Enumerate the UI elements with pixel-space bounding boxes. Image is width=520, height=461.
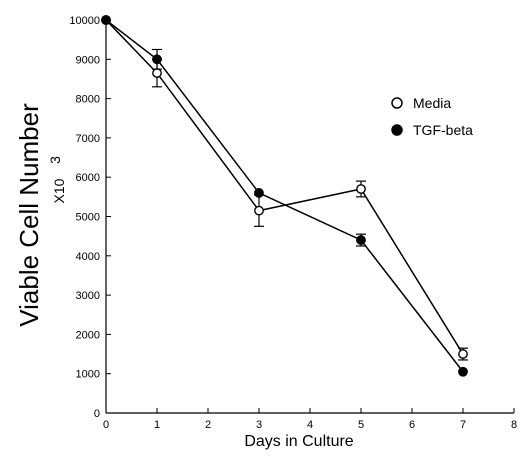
- data-point: [152, 68, 162, 78]
- y-tick-label: 1000: [76, 369, 100, 381]
- x-tick-label: 0: [103, 419, 109, 431]
- y-tick-label: 3000: [76, 290, 100, 302]
- x-axis-ticks: 0 1 2 3 4 5 6 7 8: [103, 408, 517, 431]
- x-axis-title: Days in Culture: [244, 433, 353, 450]
- y-tick-label: 6000: [76, 172, 100, 184]
- data-point: [101, 15, 111, 25]
- y-axis-title: Viable Cell Number: [14, 103, 44, 327]
- x-tick-label: 7: [460, 419, 466, 431]
- x-tick-label: 5: [358, 419, 364, 431]
- series-tgf-beta: [101, 15, 468, 377]
- data-point: [254, 205, 264, 216]
- legend-marker: [391, 97, 403, 109]
- y-axis-title-group: Viable Cell Number X10 3: [14, 103, 67, 327]
- x-tick-label: 2: [205, 419, 211, 431]
- data-point: [458, 366, 468, 377]
- y-tick-label: 4000: [76, 251, 100, 263]
- x-tick-label: 3: [256, 419, 262, 431]
- y-tick-label: 2000: [76, 329, 100, 341]
- legend: Media TGF-beta: [391, 95, 473, 138]
- data-point: [254, 188, 264, 198]
- legend-label: Media: [413, 95, 451, 111]
- x-tick-label: 8: [511, 419, 517, 431]
- series-layer: [101, 15, 468, 377]
- x-tick-label: 1: [154, 419, 160, 431]
- y-tick-label: 0: [94, 408, 100, 420]
- y-axis-ticks: 0 1000 2000 3000 4000 5000 6000 7000 8000 9000 100…: [69, 15, 111, 420]
- legend-marker: [391, 124, 403, 136]
- y-tick-label: 8000: [76, 94, 100, 106]
- data-point: [356, 184, 366, 194]
- data-point: [152, 54, 162, 65]
- y-axis-multiplier: X10: [51, 178, 67, 203]
- y-tick-label: 9000: [76, 54, 100, 66]
- data-point: [356, 235, 366, 245]
- x-tick-label: 4: [307, 419, 313, 431]
- data-point: [458, 349, 468, 359]
- x-tick-label: 6: [409, 419, 415, 431]
- y-tick-label: 5000: [76, 212, 100, 224]
- y-axis-exponent: 3: [47, 156, 63, 164]
- y-tick-label: 10000: [69, 15, 100, 27]
- legend-label: TGF-beta: [413, 122, 473, 138]
- y-tick-label: 7000: [76, 133, 100, 145]
